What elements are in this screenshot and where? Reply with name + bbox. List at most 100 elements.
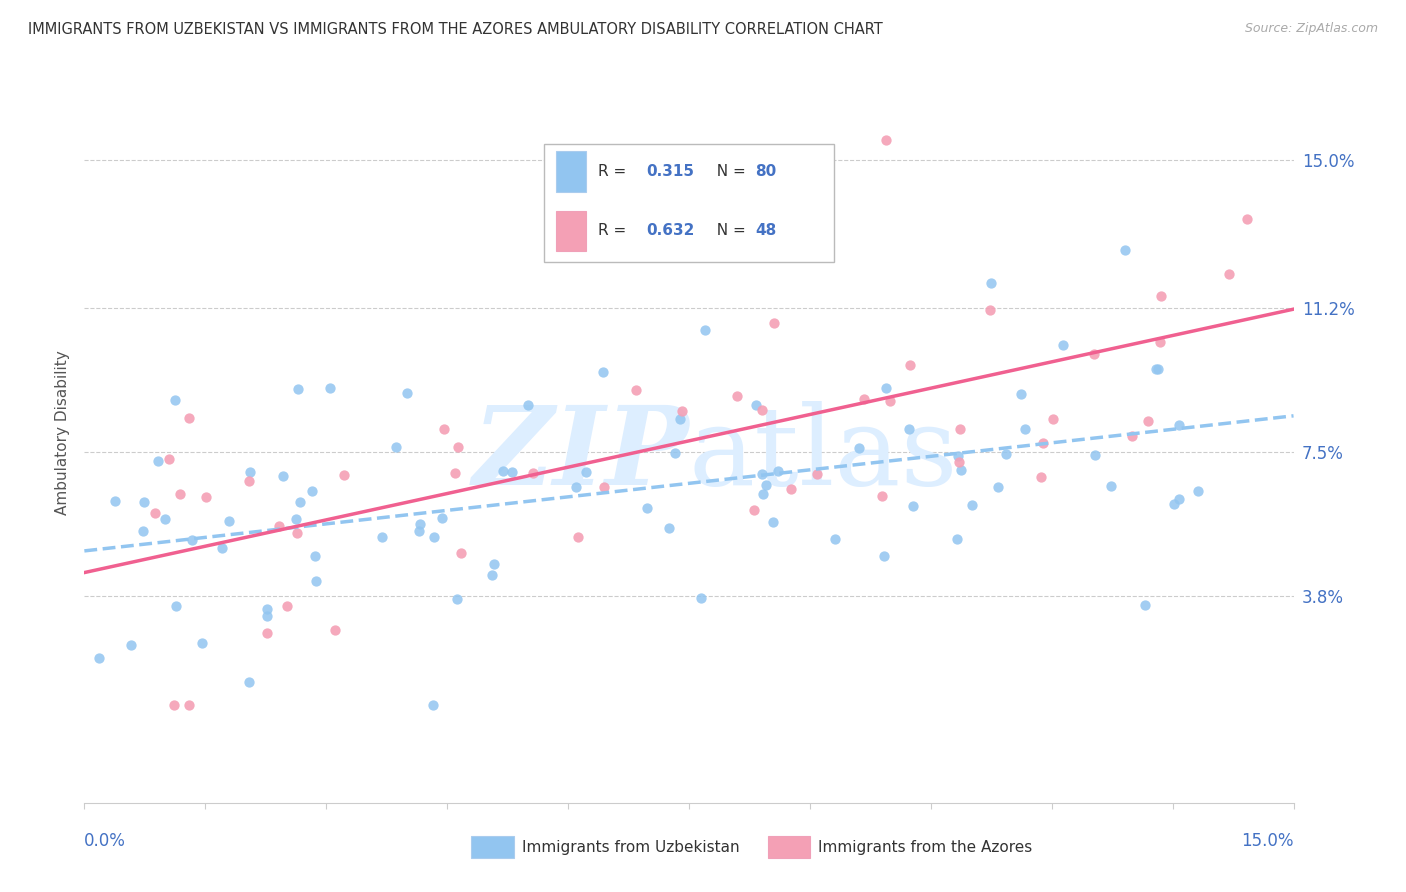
- Point: [256, 609, 278, 624]
- Point: [134, 494, 156, 508]
- Point: [87, 651, 110, 665]
- Point: [1052, 338, 1074, 352]
- Point: [875, 381, 897, 395]
- Point: [1121, 429, 1143, 443]
- Point: [960, 498, 983, 512]
- Point: [450, 546, 472, 560]
- Point: [875, 133, 897, 147]
- Point: [422, 698, 444, 713]
- Point: [191, 636, 214, 650]
- Point: [1137, 414, 1160, 428]
- Point: [256, 601, 278, 615]
- Point: [770, 175, 793, 189]
- Point: [1167, 418, 1189, 433]
- Point: [567, 530, 589, 544]
- Point: [671, 404, 693, 418]
- Point: [945, 532, 967, 546]
- Point: [636, 500, 658, 515]
- Point: [669, 412, 692, 426]
- Point: [575, 465, 598, 479]
- Point: [371, 530, 394, 544]
- Point: [948, 455, 970, 469]
- Point: [482, 558, 505, 572]
- Point: [422, 530, 444, 544]
- Point: [239, 465, 262, 479]
- Point: [319, 382, 342, 396]
- Point: [1168, 491, 1191, 506]
- Point: [104, 494, 127, 508]
- Point: [169, 487, 191, 501]
- Point: [155, 512, 177, 526]
- Point: [946, 449, 969, 463]
- Text: 0.632: 0.632: [647, 223, 695, 238]
- Point: [333, 468, 356, 483]
- Point: [725, 389, 748, 403]
- Point: [522, 466, 544, 480]
- Point: [1150, 289, 1173, 303]
- FancyBboxPatch shape: [544, 144, 834, 262]
- Point: [163, 698, 186, 713]
- Point: [218, 514, 240, 528]
- Point: [1029, 470, 1052, 484]
- Point: [304, 549, 326, 563]
- Point: [751, 403, 773, 417]
- Point: [752, 487, 775, 501]
- Point: [853, 392, 876, 407]
- Point: [979, 303, 1001, 318]
- Text: N =: N =: [707, 223, 751, 238]
- Point: [444, 466, 467, 480]
- Point: [1099, 479, 1122, 493]
- Point: [177, 410, 200, 425]
- Text: atlas: atlas: [689, 401, 959, 508]
- Point: [1084, 448, 1107, 462]
- Point: [287, 382, 309, 396]
- Text: Immigrants from the Azores: Immigrants from the Azores: [818, 839, 1032, 855]
- Text: N =: N =: [707, 164, 751, 179]
- Point: [995, 447, 1018, 461]
- Point: [409, 517, 432, 532]
- Point: [745, 398, 768, 412]
- Point: [267, 518, 290, 533]
- Text: Source: ZipAtlas.com: Source: ZipAtlas.com: [1244, 22, 1378, 36]
- Point: [288, 495, 311, 509]
- Point: [157, 451, 180, 466]
- Point: [430, 511, 453, 525]
- Point: [766, 464, 789, 478]
- Point: [447, 440, 470, 454]
- Point: [501, 465, 523, 479]
- Point: [1236, 211, 1258, 226]
- Point: [120, 638, 142, 652]
- Point: [385, 440, 408, 454]
- Text: 0.0%: 0.0%: [84, 832, 127, 850]
- Point: [755, 478, 778, 492]
- Point: [980, 276, 1002, 290]
- Text: R =: R =: [599, 164, 631, 179]
- Point: [762, 515, 785, 529]
- Point: [762, 316, 785, 330]
- Point: [658, 520, 681, 534]
- Point: [1163, 497, 1185, 511]
- Point: [1032, 436, 1054, 450]
- Point: [238, 474, 260, 488]
- Point: [1083, 346, 1105, 360]
- Point: [689, 591, 711, 606]
- Point: [1187, 483, 1209, 498]
- Point: [180, 533, 202, 548]
- Point: [285, 512, 308, 526]
- Y-axis label: Ambulatory Disability: Ambulatory Disability: [55, 351, 70, 515]
- Point: [900, 358, 922, 372]
- Point: [870, 489, 893, 503]
- Point: [305, 574, 328, 588]
- Point: [664, 446, 686, 460]
- Point: [1144, 362, 1167, 376]
- Text: 15.0%: 15.0%: [1241, 832, 1294, 850]
- Point: [273, 468, 295, 483]
- Point: [238, 674, 260, 689]
- Point: [806, 467, 828, 481]
- Point: [492, 464, 515, 478]
- Point: [873, 549, 896, 563]
- Point: [408, 524, 430, 538]
- Point: [177, 698, 200, 713]
- Point: [481, 567, 503, 582]
- Text: R =: R =: [599, 223, 631, 238]
